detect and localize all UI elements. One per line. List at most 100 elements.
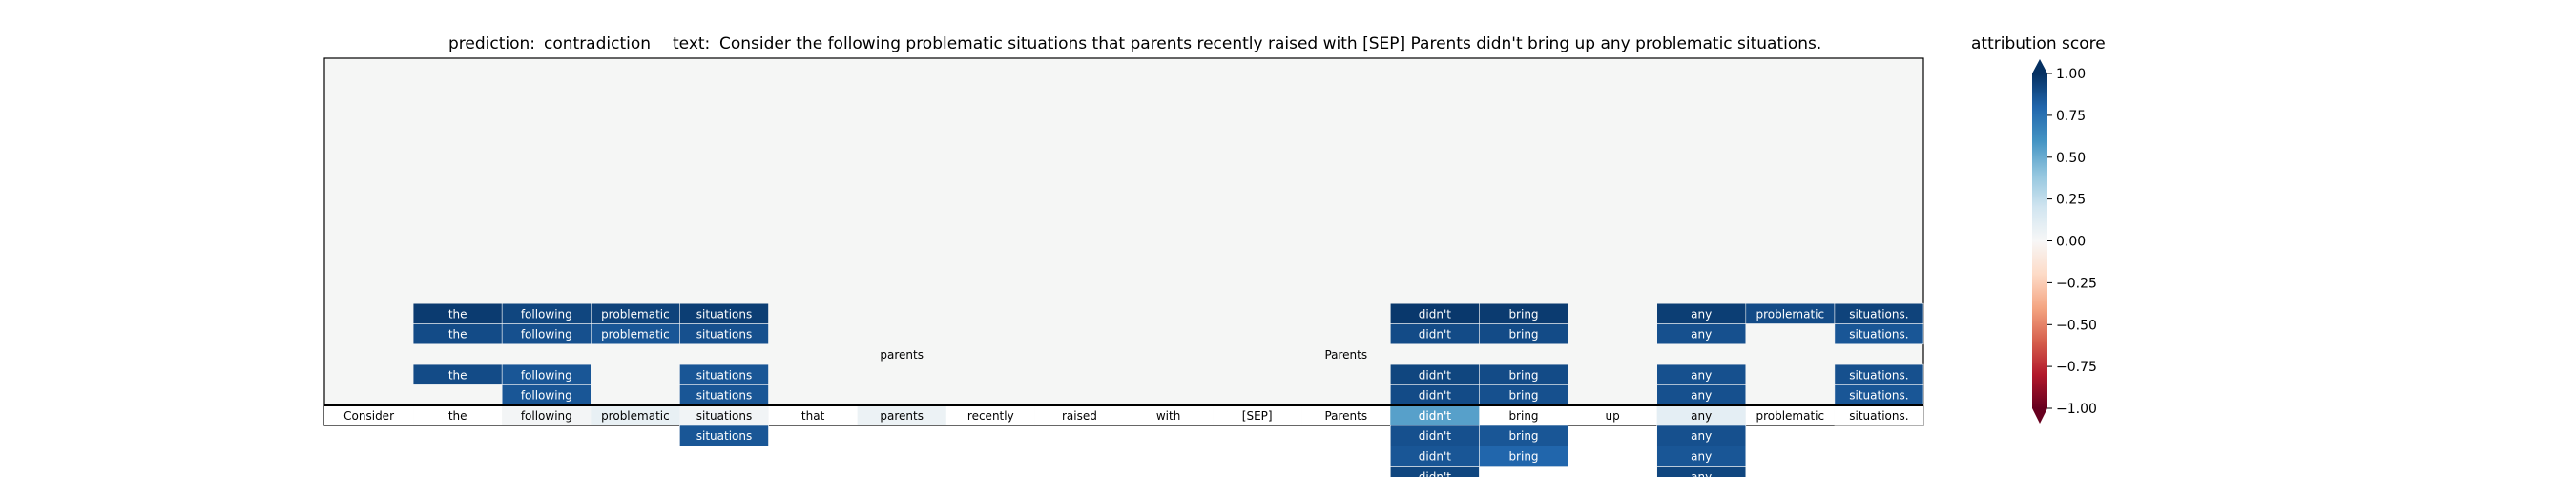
cell-token-label: situations — [696, 389, 753, 403]
cell-token-label: didn't — [1419, 389, 1451, 403]
base-cell-situations — [1834, 405, 1923, 425]
cell-token-label: the — [448, 368, 467, 382]
cell-token-label: bring — [1508, 409, 1538, 423]
cell-token-label: any — [1691, 328, 1712, 342]
cell-token-label: bring — [1508, 389, 1538, 403]
base-token-label: Consider — [343, 409, 394, 423]
cell-token-label: didn't — [1419, 449, 1451, 463]
heatmap-labels: the following problematic situations didn't b… — [343, 307, 1908, 477]
cell-token-label: situations. — [1849, 328, 1908, 342]
cell-token-label: didn't — [1419, 470, 1451, 477]
base-cell-the — [413, 405, 503, 425]
heatmap-cell-any — [1656, 323, 1747, 345]
cell-token-label: didn't — [1419, 409, 1451, 423]
base-token-label: situations — [696, 409, 753, 423]
base-token-label: problematic — [1755, 409, 1824, 423]
cell-token-label: following — [521, 368, 572, 382]
colorbar-tick-label: 1.00 — [2056, 67, 2086, 82]
base-token-label: problematic — [601, 409, 670, 423]
colorbar-tick-label: −1.00 — [2056, 402, 2097, 417]
base-cell-bring — [1479, 405, 1568, 425]
base-token-label: with — [1156, 409, 1180, 423]
heatmap-cell-any — [1656, 466, 1747, 477]
header-prediction-label: prediction: — [448, 34, 535, 53]
base-cell-consider — [324, 405, 414, 425]
header-text-value: Consider the following problematic situa… — [719, 34, 1821, 53]
cell-token-label: following — [521, 328, 572, 342]
heatmap-cell-situations — [679, 323, 769, 345]
cell-token-label: problematic — [1755, 307, 1824, 321]
cell-token-label: following — [521, 307, 572, 321]
base-cell-sep — [1213, 405, 1302, 425]
heatmap-cell-situations — [1834, 323, 1924, 345]
base-cell-with — [1124, 405, 1214, 425]
cell-token-label: situations — [696, 429, 753, 443]
cell-token-label: bring — [1508, 368, 1538, 382]
cell-token-label: Parents — [1324, 348, 1367, 362]
heatmap-cells — [324, 302, 1924, 477]
base-cell-recently — [945, 405, 1035, 425]
base-token-label: recently — [967, 409, 1014, 423]
cell-token-label: any — [1691, 429, 1712, 443]
base-token-label: following — [521, 409, 572, 423]
cell-token-label: situations. — [1849, 307, 1908, 321]
base-token-label: raised — [1062, 409, 1097, 423]
colorbar-tick-label: −0.50 — [2056, 318, 2097, 333]
base-token-label: Parents — [1324, 409, 1367, 423]
heatmap-cell-didn-t — [1390, 466, 1480, 477]
base-token-label: parents — [880, 409, 924, 423]
base-cell-problematic — [1745, 405, 1835, 425]
cell-token-label: any — [1691, 389, 1712, 403]
cell-token-label: the — [448, 328, 467, 342]
heatmap-cell-bring — [1479, 323, 1568, 345]
colorbar — [2032, 73, 2047, 408]
base-cell-that — [768, 405, 858, 425]
cell-token-label: bring — [1508, 449, 1538, 463]
base-token-label: the — [448, 409, 467, 423]
cell-token-label: any — [1691, 409, 1712, 423]
base-cell-any — [1656, 405, 1746, 425]
cell-token-label: following — [521, 389, 572, 403]
base-cell-raised — [1034, 405, 1124, 425]
header-prediction-value: contradiction — [544, 34, 651, 53]
colorbar-tick-label: −0.25 — [2056, 276, 2097, 291]
colorbar-top-extend — [2032, 59, 2047, 73]
base-token-label: that — [801, 409, 825, 423]
base-cell-problematic — [591, 405, 680, 425]
base-token-label: any — [1691, 409, 1712, 423]
cell-token-label: bring — [1508, 307, 1538, 321]
base-cell-parents — [857, 405, 946, 425]
cell-token-label: any — [1691, 470, 1712, 477]
base-cell-up — [1568, 405, 1657, 425]
base-token-label: [SEP] — [1242, 409, 1273, 423]
colorbar-bottom-extend — [2032, 408, 2047, 424]
colorbar-ticks: 1.00 0.75 0.50 0.25 0.00 −0.25 −0.50 −0.75 −1.00 — [2047, 67, 2097, 417]
cell-token-label: any — [1691, 307, 1712, 321]
colorbar-tick-label: 0.50 — [2056, 151, 2086, 166]
cell-token-label: situations. — [1849, 409, 1908, 423]
heatmap-cell-bring — [1479, 445, 1568, 467]
colorbar-tick-label: 0.00 — [2056, 235, 2086, 250]
colorbar-tick-label: 0.75 — [2056, 109, 2086, 124]
colorbar-title: attribution score — [1971, 34, 2106, 53]
base-cell-following — [502, 405, 592, 425]
base-cell-parents — [1301, 405, 1391, 425]
cell-token-label: problematic — [601, 307, 670, 321]
base-cell-didn-t — [1390, 405, 1480, 425]
colorbar-tick-label: 0.25 — [2056, 193, 2086, 208]
cell-token-label: didn't — [1419, 328, 1451, 342]
base-token-label: up — [1605, 409, 1619, 423]
cell-token-label: didn't — [1419, 368, 1451, 382]
cell-token-label: situations. — [1849, 389, 1908, 403]
cell-token-label: didn't — [1419, 307, 1451, 321]
colorbar-tick-label: −0.75 — [2056, 360, 2097, 375]
cell-token-label: situations — [696, 307, 753, 321]
cell-token-label: situations — [696, 328, 753, 342]
cell-token-label: problematic — [601, 328, 670, 342]
base-token-label: didn't — [1419, 409, 1451, 423]
cell-token-label: parents — [880, 348, 924, 362]
cell-token-label: any — [1691, 449, 1712, 463]
cell-token-label: any — [1691, 368, 1712, 382]
base-cell-situations — [679, 405, 769, 425]
